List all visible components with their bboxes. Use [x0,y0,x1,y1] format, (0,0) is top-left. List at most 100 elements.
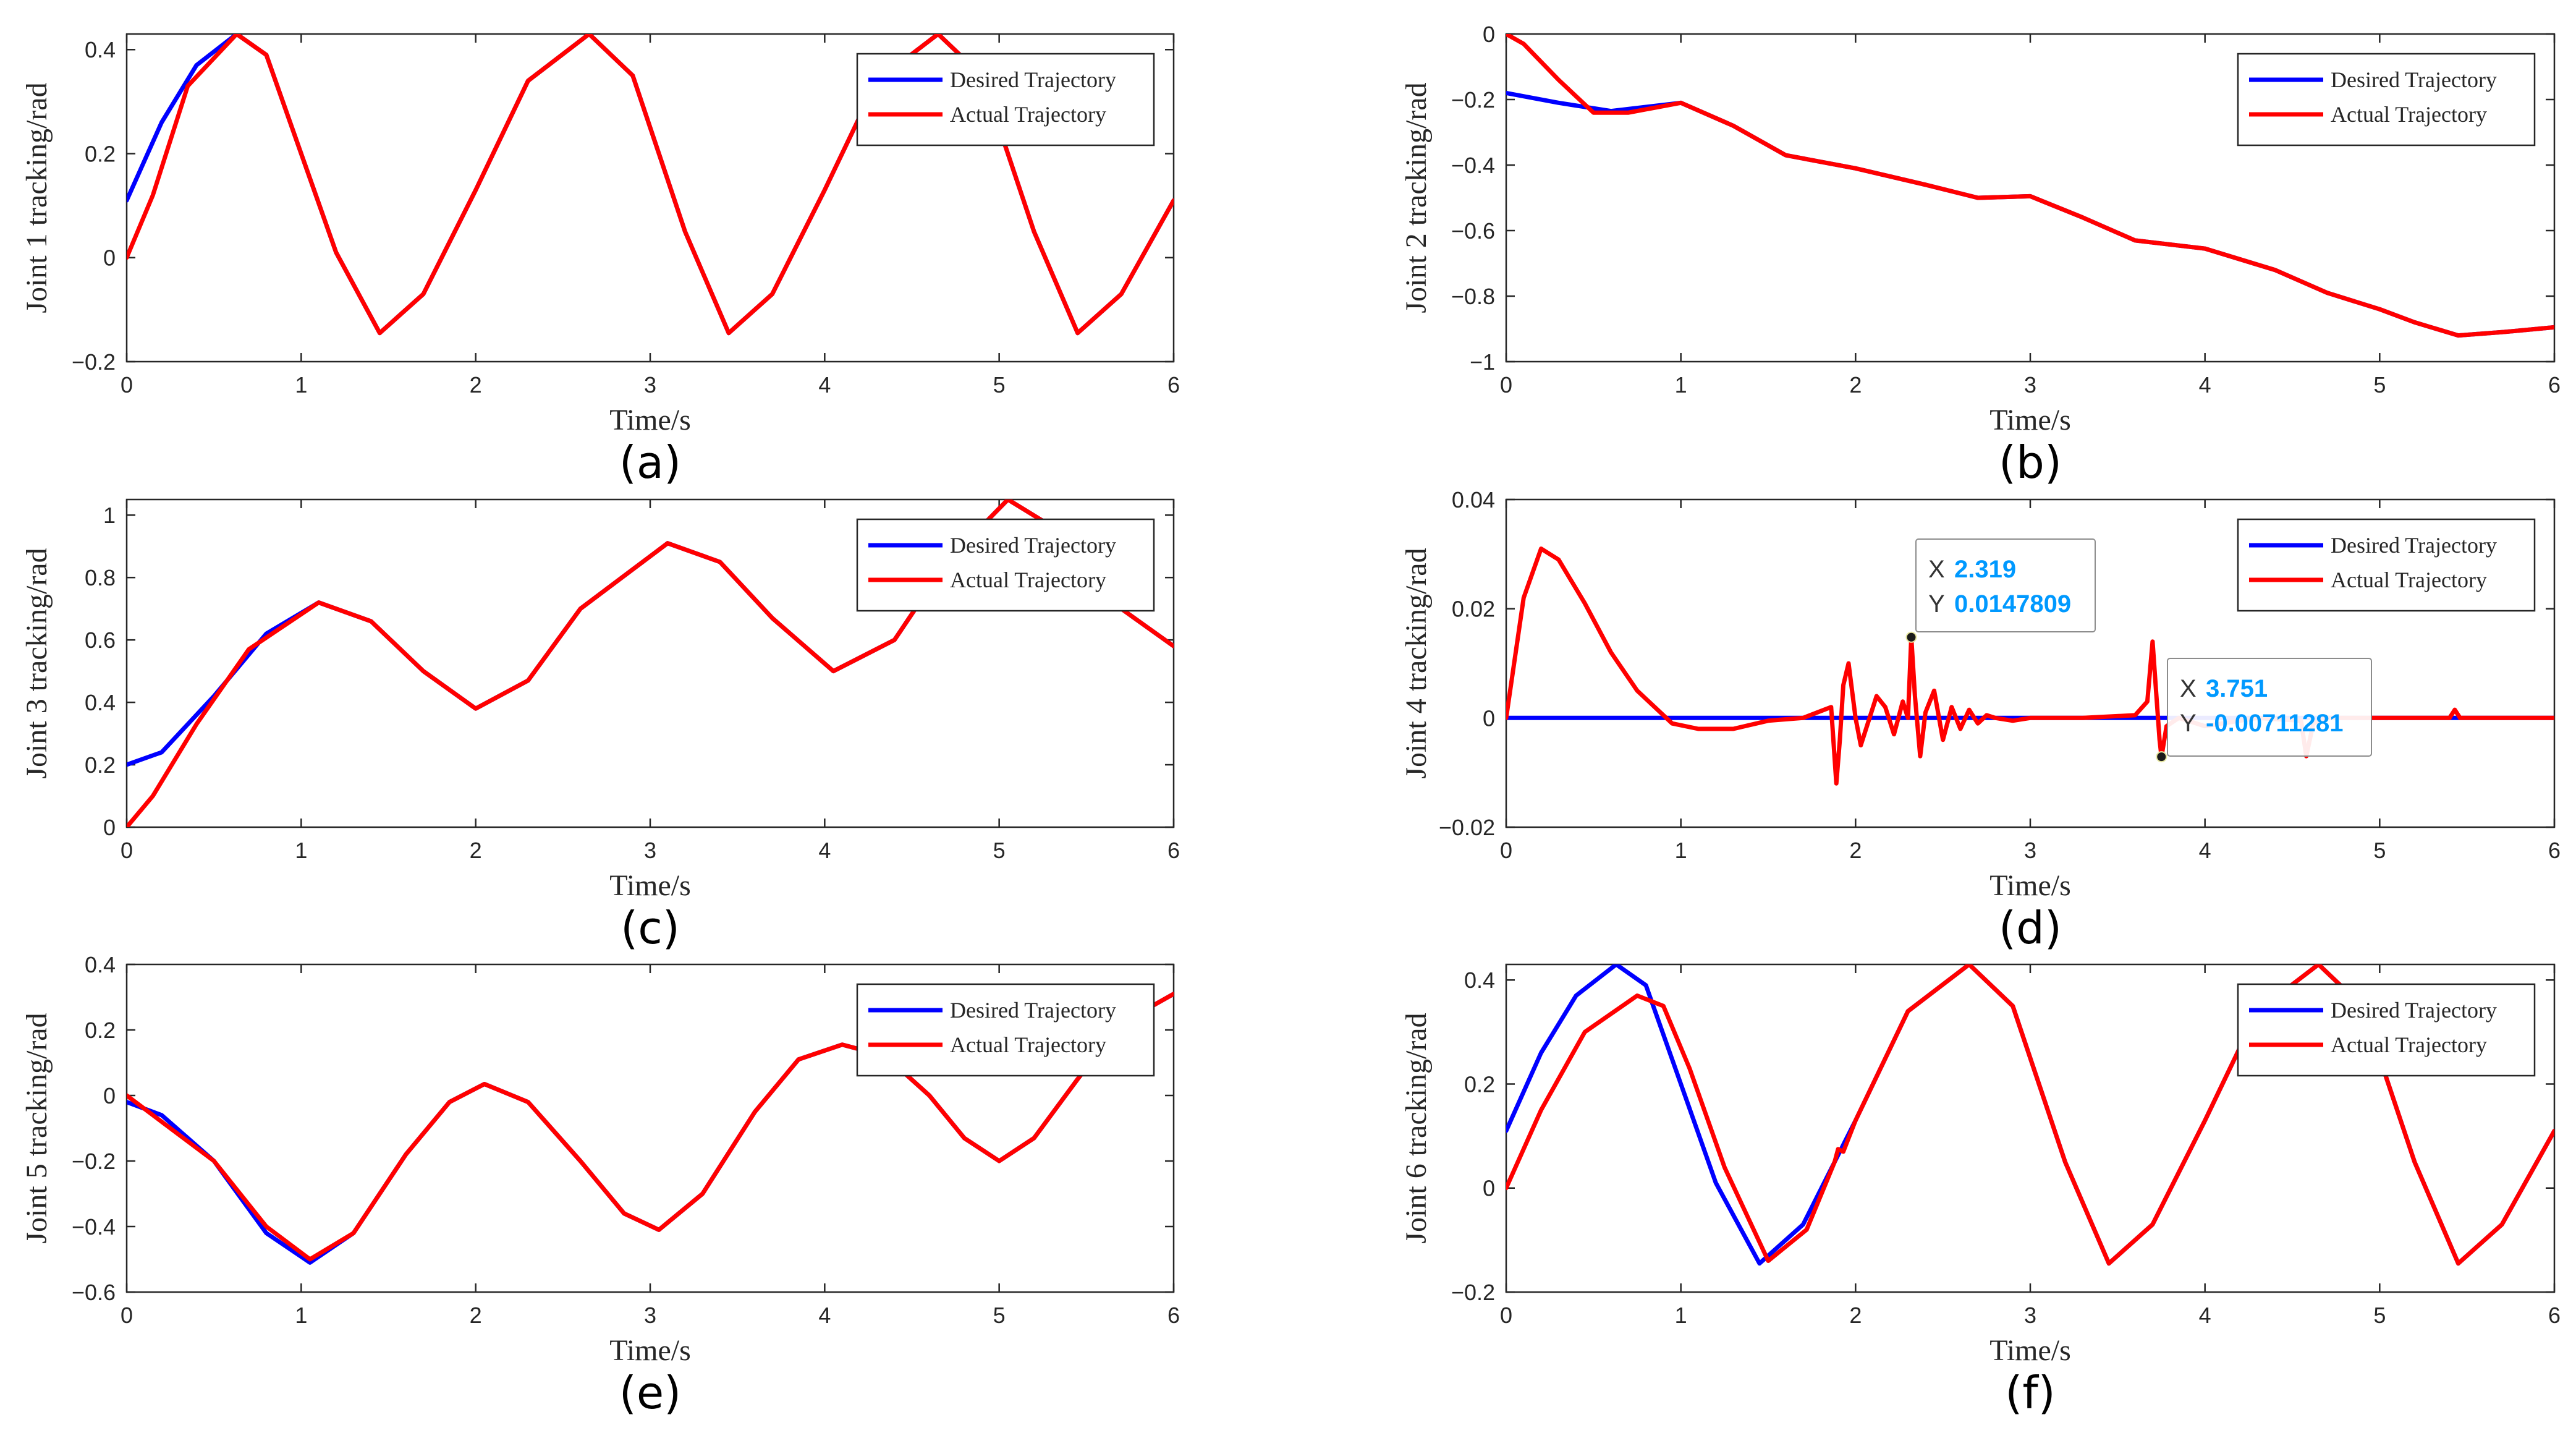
x-tick-label: 3 [644,1303,656,1328]
y-tick-label: 0.4 [85,952,116,977]
datatip: X 2.319 Y 0.0147809 [1905,538,2096,643]
x-tick-label: 4 [818,838,831,863]
x-axis-label: Time/s [609,1334,691,1367]
x-tick-label: 4 [818,372,831,398]
panel-label: (b) [1999,436,2062,488]
panel-label: (c) [621,902,680,954]
y-tick-label: 0.6 [85,627,116,653]
legend-entry: Actual Trajectory [950,1032,1106,1057]
x-tick-label: 6 [2548,1303,2561,1328]
y-axis-label: Joint 6 tracking/rad [1400,1013,1433,1243]
datatip-x-label: X [2180,675,2197,702]
x-tick-label: 6 [1167,372,1180,398]
x-tick-label: 6 [2548,372,2561,398]
legend-box [856,518,1155,612]
panel-label: (d) [1999,902,2062,954]
panel-label: (e) [619,1367,681,1419]
y-tick-label: 0.4 [1464,968,1495,993]
datatip-y-value: 0.0147809 [1954,590,2071,618]
y-tick-label: −0.2 [72,349,116,375]
datatip: X 3.751 Y -0.00711281 [2156,658,2372,763]
datatip-y-label: Y [2180,710,2197,737]
y-tick-label: 0 [103,245,116,271]
y-axis-label: Joint 4 tracking/rad [1400,548,1433,778]
x-tick-label: 3 [2024,372,2036,398]
series-group [127,500,1174,827]
legend-entry: Actual Trajectory [2331,568,2487,592]
x-tick-label: 1 [1675,1303,1687,1328]
datatip-marker [2156,751,2167,763]
actual-trajectory-line [127,500,1174,827]
y-tick-label: 0.2 [1464,1071,1495,1097]
y-tick-label: −0.4 [1451,153,1495,178]
legend-box [856,983,1155,1077]
x-tick-label: 2 [1849,1303,1862,1328]
y-tick-label: −0.6 [72,1280,116,1305]
datatip-x-value: 2.319 [1954,556,2016,583]
x-axis-label: Time/s [1989,869,2071,902]
y-axis-label: Joint 2 tracking/rad [1400,82,1433,313]
legend-entry: Desired Trajectory [950,67,1116,92]
x-tick-label: 0 [1500,372,1512,398]
legend: Desired Trajectory Actual Trajectory [856,53,1155,147]
y-tick-label: 0.02 [1452,597,1495,622]
datatip-marker [1905,631,1917,643]
x-axis-label: Time/s [609,404,691,436]
legend-box [2237,53,2536,147]
x-tick-label: 6 [1167,838,1180,863]
legend-box [2237,983,2536,1077]
x-tick-label: 4 [2199,838,2211,863]
legend-entry: Actual Trajectory [950,102,1106,127]
legend-entry: Actual Trajectory [2331,102,2487,127]
x-tick-label: 1 [1675,838,1687,863]
y-tick-label: 0 [1483,1176,1495,1201]
x-tick-label: 1 [295,838,307,863]
y-tick-label: −0.6 [1451,218,1495,244]
y-tick-label: −0.02 [1439,815,1495,840]
series-group [1506,34,2554,338]
chart-panel-b: 0 1 2 3 4 5 6 −1 −0.8 −0.6 −0.4 −0.2 0 Time/s Joint 2 … [1400,22,2561,488]
x-tick-label: 4 [2199,1303,2211,1328]
legend-entry: Desired Trajectory [2331,998,2497,1023]
legend-entry: Actual Trajectory [2331,1032,2487,1057]
legend: Desired Trajectory Actual Trajectory [2237,983,2536,1077]
x-tick-label: 3 [2024,1303,2036,1328]
y-axis-label: Joint 5 tracking/rad [20,1013,53,1243]
legend-entry: Desired Trajectory [2331,533,2497,558]
y-tick-label: 0.4 [85,37,116,62]
chart-panel-e: 0 1 2 3 4 5 6 −0.6 −0.4 −0.2 0 0.2 0.4 Time/s Joint 5 … [20,952,1180,1419]
legend: Desired Trajectory Actual Trajectory [2237,518,2536,612]
datatip-y-value: -0.00711281 [2206,710,2343,737]
x-tick-label: 2 [470,372,482,398]
x-tick-label: 1 [295,372,307,398]
x-axis-label: Time/s [609,869,691,902]
x-tick-label: 3 [644,838,656,863]
x-tick-label: 5 [993,372,1006,398]
y-tick-label: −0.2 [1451,1280,1495,1305]
legend: Desired Trajectory Actual Trajectory [2237,53,2536,147]
x-axis-label: Time/s [1989,1334,2071,1367]
y-tick-label: 0.04 [1452,487,1495,512]
chart-panel-c: 0 1 2 3 4 5 6 0 0.2 0.4 0.6 0.8 1 Time/s Joint 3 track… [20,498,1180,954]
y-tick-label: 0.8 [85,565,116,590]
x-tick-label: 1 [295,1303,307,1328]
legend-entry: Desired Trajectory [2331,67,2497,92]
actual-trajectory-line [127,992,1174,1262]
y-tick-label: −0.8 [1451,284,1495,309]
legend-box [856,53,1155,147]
x-tick-label: 4 [2199,372,2211,398]
y-axis-label: Joint 1 tracking/rad [20,82,53,313]
y-tick-label: 0 [103,815,116,840]
y-tick-label: 0 [103,1083,116,1108]
panel-label: (a) [619,436,681,488]
x-tick-label: 5 [2373,1303,2386,1328]
y-tick-label: 1 [103,503,116,528]
x-tick-label: 6 [1167,1303,1180,1328]
legend-entry: Desired Trajectory [950,998,1116,1023]
y-tick-label: 0.2 [85,1018,116,1043]
datatip-box [1915,538,2096,632]
legend-entry: Desired Trajectory [950,533,1116,558]
